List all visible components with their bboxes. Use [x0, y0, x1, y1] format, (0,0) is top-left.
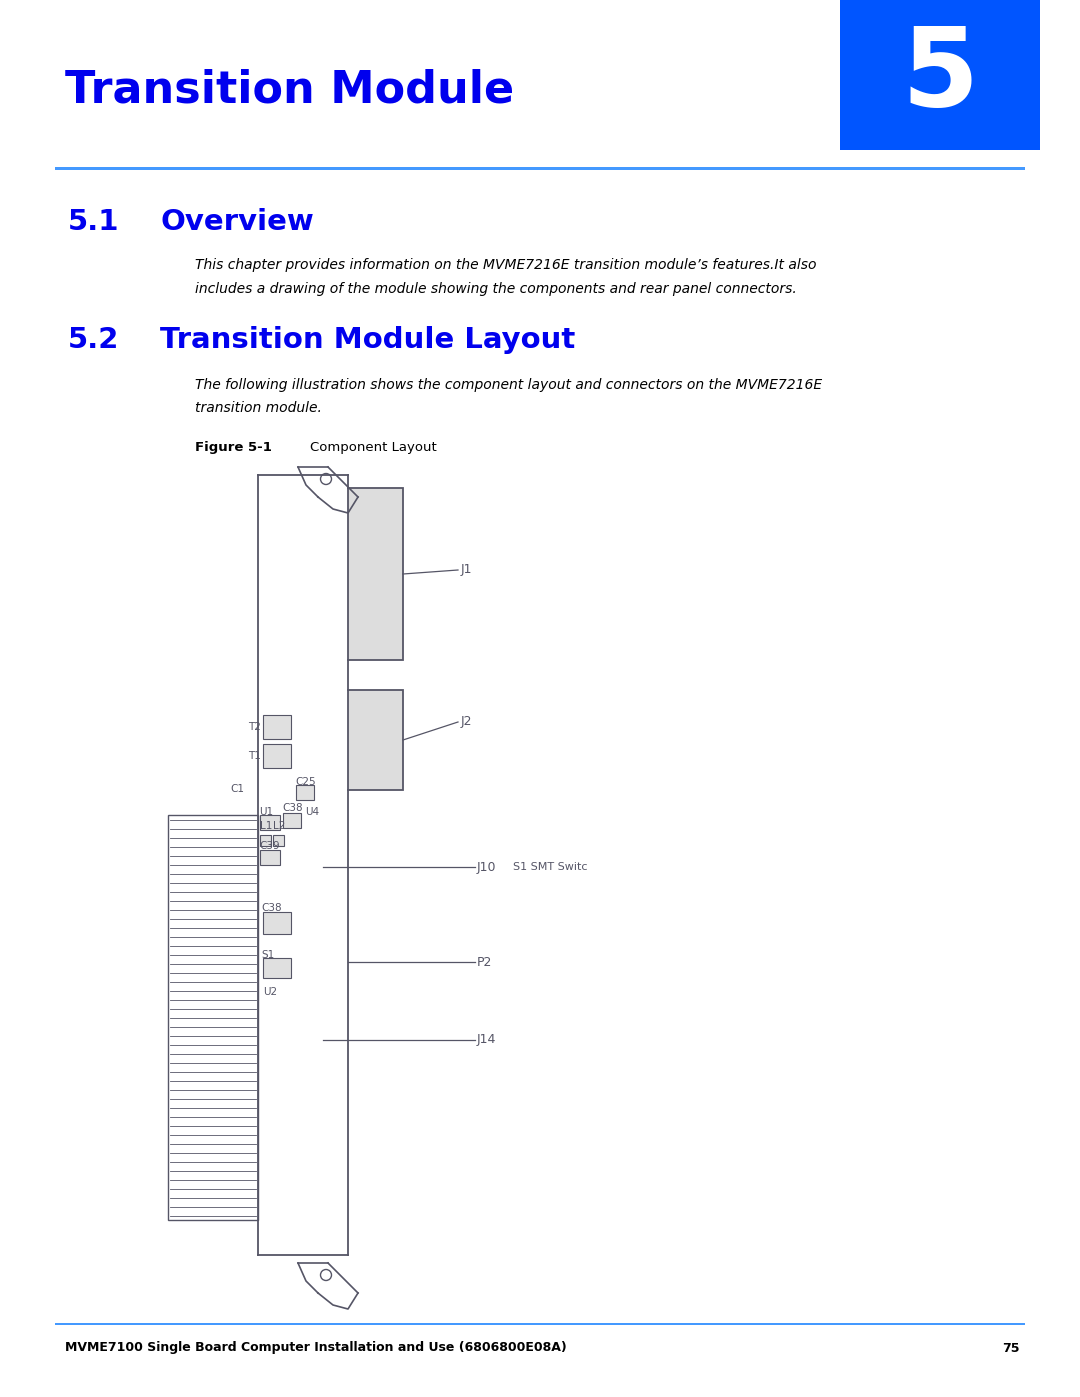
Text: C1: C1: [230, 784, 244, 793]
Text: This chapter provides information on the MVME7216E transition module’s features.: This chapter provides information on the…: [195, 258, 816, 272]
Text: 5: 5: [902, 21, 978, 129]
Text: L1: L1: [260, 821, 272, 831]
Text: T1: T1: [248, 752, 261, 761]
Bar: [283, 813, 301, 828]
Text: J10: J10: [477, 861, 497, 873]
Bar: [260, 849, 280, 865]
Text: 5.2: 5.2: [68, 326, 120, 353]
Text: J2: J2: [461, 715, 473, 728]
Bar: [264, 912, 291, 935]
Text: 75: 75: [1002, 1341, 1020, 1355]
Text: P2: P2: [477, 956, 492, 968]
Text: includes a drawing of the module showing the components and rear panel connector: includes a drawing of the module showing…: [195, 282, 797, 296]
Bar: [296, 785, 314, 800]
Text: J1: J1: [461, 563, 473, 577]
Text: T2: T2: [248, 722, 261, 732]
Text: The following illustration shows the component layout and connectors on the MVME: The following illustration shows the com…: [195, 379, 822, 393]
Text: S1 SMT Switc: S1 SMT Switc: [513, 862, 588, 872]
Bar: [264, 745, 291, 768]
Text: MVME7100 Single Board Computer Installation and Use (6806800E08A): MVME7100 Single Board Computer Installat…: [65, 1341, 567, 1355]
Text: C25: C25: [295, 777, 315, 787]
Text: J14: J14: [477, 1034, 497, 1046]
Bar: [264, 958, 291, 978]
Text: Overview: Overview: [160, 208, 314, 236]
Text: Figure 5-1: Figure 5-1: [195, 440, 272, 454]
Text: C38: C38: [261, 902, 282, 914]
Bar: [348, 690, 403, 789]
Text: S1: S1: [261, 950, 274, 960]
Text: L2: L2: [273, 821, 285, 831]
Text: Transition Module Layout: Transition Module Layout: [160, 326, 576, 353]
Bar: [260, 835, 271, 847]
Text: U1: U1: [259, 807, 273, 817]
Text: Component Layout: Component Layout: [310, 440, 436, 454]
Bar: [840, 0, 1040, 149]
Text: 5.1: 5.1: [68, 208, 120, 236]
Bar: [264, 715, 291, 739]
Text: C38: C38: [282, 803, 302, 813]
Bar: [168, 814, 258, 1220]
Text: transition module.: transition module.: [195, 401, 322, 415]
Bar: [348, 488, 403, 659]
Bar: [260, 814, 280, 830]
Bar: [55, 166, 1025, 170]
Text: C39: C39: [259, 841, 280, 851]
Text: U4: U4: [305, 807, 319, 817]
Text: U2: U2: [264, 988, 278, 997]
Bar: [55, 1323, 1025, 1324]
Text: Transition Module: Transition Module: [65, 68, 514, 112]
Bar: [273, 835, 284, 847]
